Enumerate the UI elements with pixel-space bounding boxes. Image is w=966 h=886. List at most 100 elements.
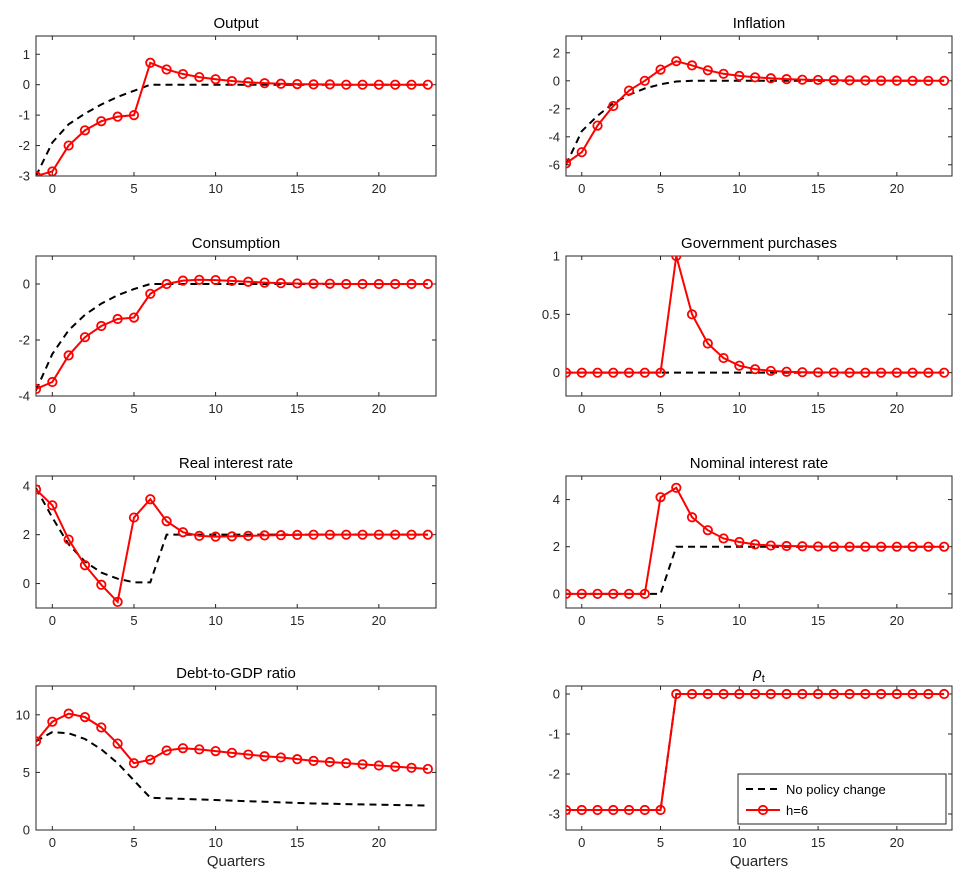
data-point-h6 <box>765 73 776 84</box>
data-point-h6 <box>749 688 761 700</box>
y-tick-label: 0 <box>23 277 30 292</box>
data-point-h6 <box>828 688 839 700</box>
data-point-h6 <box>566 158 572 169</box>
data-point-h6 <box>275 752 286 763</box>
y-tick-label: 0 <box>23 576 30 591</box>
data-point-h6 <box>828 367 839 378</box>
y-tick-label: 4 <box>23 478 30 493</box>
data-point-h6 <box>566 588 572 599</box>
data-point-h6 <box>734 360 745 371</box>
data-point-h6 <box>406 762 417 773</box>
data-point-h6 <box>749 539 761 550</box>
data-point-h6 <box>341 758 352 769</box>
data-point-h6 <box>390 278 401 290</box>
x-tick-label: 10 <box>732 613 746 628</box>
data-point-h6 <box>79 332 91 343</box>
data-point-h6 <box>390 761 401 772</box>
x-tick-label: 5 <box>657 613 664 628</box>
data-point-h6 <box>592 804 603 816</box>
series-line-h6 <box>36 712 428 770</box>
data-point-h6 <box>734 688 745 700</box>
y-tick-label: 2 <box>553 45 560 60</box>
data-point-h6 <box>324 529 335 540</box>
data-point-h6 <box>226 75 238 87</box>
y-tick-label: -2 <box>18 333 30 348</box>
data-point-h6 <box>390 79 401 90</box>
panel-title: ρt <box>752 665 765 685</box>
y-tick-label: 0 <box>553 687 560 702</box>
panel-6: 0 5 10 15 20 0 5 10 Debt-to-GDP ratio Quarters <box>16 665 437 870</box>
data-point-h6 <box>275 278 286 289</box>
x-tick-label: 0 <box>49 613 56 628</box>
legend-marker-h6 <box>757 804 769 816</box>
data-point-h6 <box>828 75 839 86</box>
data-point-h6 <box>734 536 745 548</box>
axes-box <box>35 255 437 397</box>
data-point-h6 <box>655 64 666 75</box>
data-point-h6 <box>623 367 635 378</box>
x-tick-label: 20 <box>372 401 386 416</box>
data-point-h6 <box>112 111 123 122</box>
data-point-h6 <box>608 367 619 378</box>
data-point-h6 <box>576 804 587 816</box>
series-line-h6 <box>36 278 428 390</box>
data-point-h6 <box>860 688 871 700</box>
panel-1: 0 5 10 15 20 -6 -4 -2 0 2 Inflation <box>548 15 953 196</box>
x-tick-label: 5 <box>130 835 137 850</box>
data-point-h6 <box>210 74 221 85</box>
panel-title: Real interest rate <box>179 455 293 472</box>
data-point-h6 <box>812 541 824 552</box>
x-tick-label: 0 <box>578 835 585 850</box>
x-tick-label: 5 <box>657 835 664 850</box>
data-point-h6 <box>112 313 123 325</box>
data-point-h6 <box>781 366 792 377</box>
x-tick-label: 10 <box>208 835 222 850</box>
x-tick-label: 10 <box>732 401 746 416</box>
data-point-h6 <box>655 804 666 816</box>
data-point-h6 <box>939 541 950 552</box>
series-line-h6 <box>566 60 945 165</box>
data-point-h6 <box>860 75 871 86</box>
y-tick-label: 5 <box>23 765 30 780</box>
data-point-h6 <box>639 588 650 599</box>
panel-title: Output <box>213 15 259 32</box>
data-point-h6 <box>907 367 918 378</box>
x-tick-label: 20 <box>890 401 904 416</box>
data-point-h6 <box>259 751 270 762</box>
data-point-h6 <box>686 60 698 71</box>
y-tick-label: -3 <box>18 169 30 184</box>
y-tick-label: 0 <box>553 365 560 380</box>
data-point-h6 <box>373 278 384 290</box>
data-point-h6 <box>623 85 635 96</box>
data-point-h6 <box>592 367 603 378</box>
data-point-h6 <box>357 79 368 90</box>
y-tick-label: 10 <box>16 707 30 722</box>
x-tick-label: 5 <box>130 401 137 416</box>
x-tick-label: 0 <box>578 401 585 416</box>
data-point-h6 <box>79 125 91 136</box>
x-tick-label: 20 <box>890 613 904 628</box>
data-point-h6 <box>63 708 74 719</box>
data-point-h6 <box>907 541 918 552</box>
data-point-h6 <box>718 68 729 79</box>
data-point-h6 <box>702 338 713 349</box>
series-line-no-policy-change <box>36 487 428 584</box>
data-point-h6 <box>36 736 42 747</box>
data-point-h6 <box>341 529 352 540</box>
panel-5: 0 5 10 15 20 0 2 4 Nominal interest rate <box>553 455 953 628</box>
data-point-h6 <box>797 541 808 552</box>
panel-0: 0 5 10 15 20 -3 -2 -1 0 1 Output <box>18 15 437 196</box>
data-point-h6 <box>210 745 221 757</box>
data-point-h6 <box>96 116 107 127</box>
x-tick-label: 10 <box>732 835 746 850</box>
x-tick-label: 0 <box>49 401 56 416</box>
data-point-h6 <box>891 541 902 552</box>
y-tick-label: -1 <box>18 108 30 123</box>
data-point-h6 <box>406 529 417 540</box>
panel-title: Nominal interest rate <box>690 455 828 472</box>
data-point-h6 <box>308 79 319 90</box>
data-point-h6 <box>566 367 572 378</box>
y-tick-label: 0 <box>23 823 30 838</box>
x-tick-label: 0 <box>49 181 56 196</box>
x-tick-label: 0 <box>578 613 585 628</box>
